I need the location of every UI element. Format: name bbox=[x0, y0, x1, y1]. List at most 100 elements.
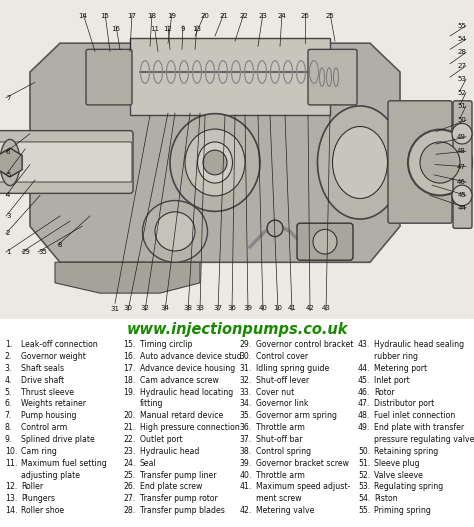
Text: 50: 50 bbox=[457, 118, 466, 123]
FancyBboxPatch shape bbox=[86, 50, 132, 105]
Text: pressure regulating valve: pressure regulating valve bbox=[374, 435, 474, 444]
Text: 6: 6 bbox=[6, 149, 10, 155]
Text: 45.: 45. bbox=[358, 376, 370, 385]
Text: Cam ring: Cam ring bbox=[21, 447, 57, 456]
Polygon shape bbox=[30, 43, 400, 262]
Text: Retaining spring: Retaining spring bbox=[374, 447, 439, 456]
Text: 41: 41 bbox=[288, 305, 296, 310]
Text: Governor link: Governor link bbox=[256, 399, 309, 408]
Text: 22: 22 bbox=[240, 13, 248, 19]
Text: 40.: 40. bbox=[239, 471, 252, 480]
Text: Distributor port: Distributor port bbox=[374, 399, 435, 408]
Text: 42.: 42. bbox=[239, 506, 252, 515]
Text: Drive shaft: Drive shaft bbox=[21, 376, 64, 385]
Ellipse shape bbox=[143, 201, 208, 262]
Text: Thrust sleeve: Thrust sleeve bbox=[21, 387, 74, 396]
Text: Metering port: Metering port bbox=[374, 364, 428, 373]
FancyBboxPatch shape bbox=[0, 131, 133, 193]
Text: Idling spring guide: Idling spring guide bbox=[256, 364, 329, 373]
Text: 52: 52 bbox=[457, 90, 466, 95]
Ellipse shape bbox=[0, 139, 20, 186]
Text: 50.: 50. bbox=[358, 447, 370, 456]
Text: 46.: 46. bbox=[358, 387, 370, 396]
Text: Throttle arm: Throttle arm bbox=[256, 423, 305, 432]
Text: 41.: 41. bbox=[239, 482, 252, 491]
Text: 29.: 29. bbox=[239, 340, 252, 349]
Text: 38: 38 bbox=[183, 305, 192, 310]
Text: 37.: 37. bbox=[239, 435, 252, 444]
Circle shape bbox=[313, 229, 337, 254]
Text: 6.: 6. bbox=[5, 399, 12, 408]
Text: Roller: Roller bbox=[21, 482, 44, 491]
Text: 17.: 17. bbox=[123, 364, 136, 373]
Text: Roller shoe: Roller shoe bbox=[21, 506, 64, 515]
Text: rubber ring: rubber ring bbox=[374, 352, 419, 361]
Text: Cam advance screw: Cam advance screw bbox=[140, 376, 219, 385]
Text: Seal: Seal bbox=[140, 458, 156, 467]
Text: 5.: 5. bbox=[5, 387, 12, 396]
Text: 24: 24 bbox=[278, 13, 286, 19]
Text: Rotor: Rotor bbox=[374, 387, 395, 396]
Text: 20: 20 bbox=[201, 13, 210, 19]
Text: 33: 33 bbox=[195, 305, 204, 310]
Text: 49: 49 bbox=[457, 134, 466, 140]
Text: 31.: 31. bbox=[239, 364, 252, 373]
Text: Auto advance device stud: Auto advance device stud bbox=[140, 352, 242, 361]
Text: Hydraulic head locating: Hydraulic head locating bbox=[140, 387, 233, 396]
Text: adjusting plate: adjusting plate bbox=[21, 471, 80, 480]
Text: 5: 5 bbox=[6, 172, 10, 178]
Text: 21.: 21. bbox=[123, 423, 136, 432]
Text: 23: 23 bbox=[258, 13, 267, 19]
Text: End plate with transfer: End plate with transfer bbox=[374, 423, 465, 432]
Text: 25.: 25. bbox=[123, 471, 136, 480]
Text: 27: 27 bbox=[457, 63, 466, 69]
Text: Outlet port: Outlet port bbox=[140, 435, 182, 444]
Text: 9: 9 bbox=[181, 26, 185, 32]
Text: 32.: 32. bbox=[239, 376, 252, 385]
Text: Valve sleeve: Valve sleeve bbox=[374, 471, 423, 480]
Text: Plungers: Plungers bbox=[21, 494, 55, 503]
Text: 4.: 4. bbox=[5, 376, 12, 385]
Text: 11: 11 bbox=[151, 26, 159, 32]
Text: 16.: 16. bbox=[123, 352, 136, 361]
Text: 18.: 18. bbox=[123, 376, 136, 385]
Text: Governor control bracket: Governor control bracket bbox=[256, 340, 353, 349]
Text: Inlet port: Inlet port bbox=[374, 376, 410, 385]
Circle shape bbox=[267, 220, 283, 237]
Text: 19.: 19. bbox=[123, 387, 136, 396]
Text: 47: 47 bbox=[457, 163, 466, 170]
Text: 1: 1 bbox=[6, 249, 10, 255]
Text: 13: 13 bbox=[192, 26, 201, 32]
Text: 2: 2 bbox=[6, 230, 10, 237]
Text: Hydraulic head sealing: Hydraulic head sealing bbox=[374, 340, 465, 349]
Text: 31: 31 bbox=[110, 306, 119, 311]
Circle shape bbox=[452, 123, 472, 144]
Text: Shut-off lever: Shut-off lever bbox=[256, 376, 309, 385]
Text: Splined drive plate: Splined drive plate bbox=[21, 435, 95, 444]
Text: 51: 51 bbox=[457, 103, 466, 109]
Text: Control arm: Control arm bbox=[21, 423, 68, 432]
Text: 51.: 51. bbox=[358, 458, 370, 467]
Text: 14.: 14. bbox=[5, 506, 17, 515]
Text: 43.: 43. bbox=[358, 340, 370, 349]
Text: Throttle arm: Throttle arm bbox=[256, 471, 305, 480]
Text: 15.: 15. bbox=[123, 340, 136, 349]
FancyBboxPatch shape bbox=[297, 223, 353, 260]
Text: Governor weight: Governor weight bbox=[21, 352, 86, 361]
FancyBboxPatch shape bbox=[308, 50, 357, 105]
Text: 30.: 30. bbox=[239, 352, 252, 361]
Text: 40: 40 bbox=[258, 305, 267, 310]
Text: 38.: 38. bbox=[239, 447, 252, 456]
Text: 49.: 49. bbox=[358, 423, 370, 432]
Text: High pressure connection: High pressure connection bbox=[140, 423, 239, 432]
Text: 18: 18 bbox=[147, 13, 156, 19]
Text: 34: 34 bbox=[161, 305, 169, 310]
Text: Manual retard device: Manual retard device bbox=[140, 411, 223, 420]
Text: 34.: 34. bbox=[239, 399, 252, 408]
Text: 3: 3 bbox=[6, 213, 10, 219]
Text: 10.: 10. bbox=[5, 447, 17, 456]
Text: Governor bracket screw: Governor bracket screw bbox=[256, 458, 349, 467]
Text: Governor arm spring: Governor arm spring bbox=[256, 411, 337, 420]
Text: 29: 29 bbox=[22, 249, 31, 255]
Text: Maximum speed adjust-: Maximum speed adjust- bbox=[256, 482, 350, 491]
